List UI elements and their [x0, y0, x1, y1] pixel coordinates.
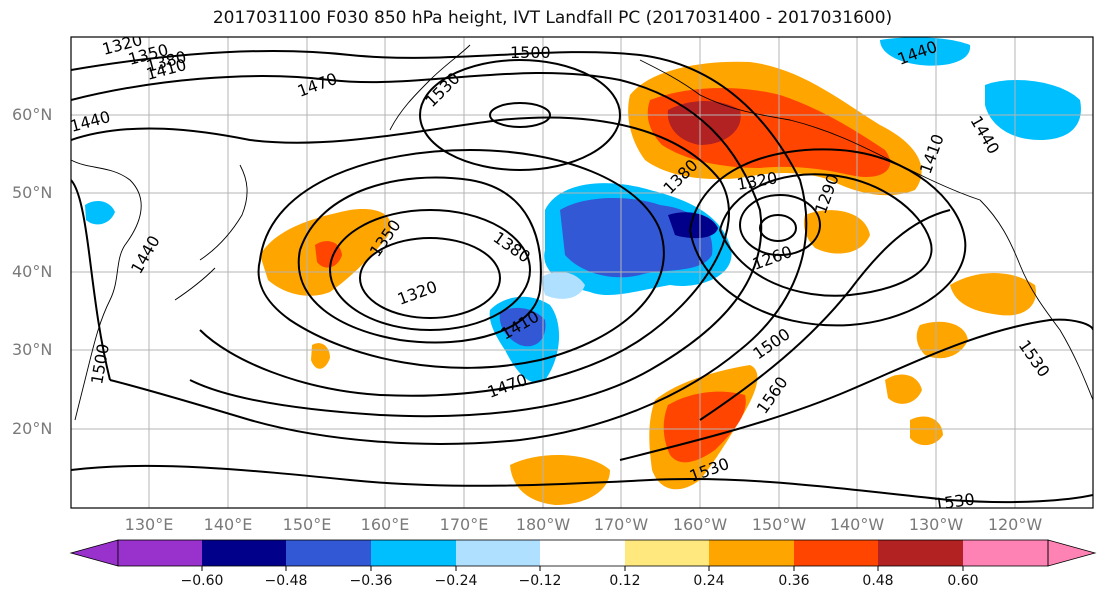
colorbar-extend-high	[1047, 539, 1097, 567]
lon-label: 180°W	[515, 515, 571, 534]
colorbar-tick-label: −0.24	[434, 573, 478, 589]
colorbar-tick-label: 0.60	[947, 573, 979, 589]
colorbar-extend-low	[69, 539, 119, 567]
east-asia-coast	[71, 159, 142, 421]
contour-1500	[71, 49, 808, 445]
contour-label: 1530	[421, 69, 463, 111]
colorbar-segment	[371, 540, 456, 566]
contour-1560-high	[489, 102, 551, 128]
contour-label: 1320	[395, 277, 440, 309]
negative-anomaly-core	[668, 212, 718, 239]
height-contours	[71, 49, 1093, 504]
lon-label: 160°W	[672, 515, 728, 534]
negative-anomaly-region	[540, 271, 585, 299]
lon-label: 160°E	[360, 515, 410, 534]
lon-label: 150°E	[282, 515, 332, 534]
colorbar-tick-label: −0.48	[264, 573, 308, 589]
contour-label: 1260	[750, 242, 795, 274]
contour-1380	[297, 176, 542, 344]
positive-anomaly-region	[803, 210, 870, 254]
negative-anomaly-region	[880, 37, 971, 66]
contour-label: 1290	[811, 172, 843, 217]
contour-1530-subtropical	[619, 318, 1093, 461]
coastlines	[71, 44, 1093, 421]
colorbar-segment	[286, 540, 371, 566]
colorbar-segment	[878, 540, 963, 566]
contour-1470	[71, 71, 763, 418]
colorbar-segment	[202, 540, 286, 566]
contour-1410	[257, 148, 665, 369]
negative-anomaly-region	[85, 200, 115, 225]
colorbar	[69, 539, 1097, 571]
lat-label: 60°N	[12, 105, 53, 124]
contour-1290	[739, 194, 821, 256]
negative-anomaly-region	[499, 307, 546, 347]
colorbar-tick-label: −0.60	[180, 573, 224, 589]
lon-label: 170°E	[439, 515, 489, 534]
positive-anomaly-region	[510, 454, 610, 505]
north-america-coast	[979, 199, 1093, 401]
positive-anomaly-region	[663, 391, 746, 463]
contour-1530-south	[71, 464, 1093, 504]
colorbar-segment	[963, 540, 1048, 566]
contour-label: 1530	[933, 489, 976, 513]
lat-label: 30°N	[12, 340, 53, 359]
lon-label: 140°W	[829, 515, 885, 534]
map-frame	[70, 36, 1094, 509]
positive-anomaly-region	[311, 343, 330, 369]
colorbar-segment	[709, 540, 794, 566]
contour-1350-low	[329, 209, 531, 331]
lon-label: 130°W	[908, 515, 964, 534]
positive-anomaly-region	[950, 272, 1036, 316]
lon-label: 140°E	[203, 515, 253, 534]
contour-1320	[718, 173, 933, 297]
lat-label: 50°N	[12, 183, 53, 202]
colorbar-segment	[456, 540, 540, 566]
colorbar-tick-label: −0.36	[349, 573, 393, 589]
lat-label: 40°N	[12, 262, 53, 281]
plot-title: 2017031100 F030 850 hPa height, IVT Land…	[212, 8, 893, 28]
colorbar-tick-label: 0.12	[609, 573, 641, 589]
contour-label: 1380	[490, 228, 534, 267]
contour-1500-west	[71, 179, 111, 381]
positive-anomaly-region	[885, 374, 922, 404]
contour-label: 1440	[127, 232, 164, 277]
colorbar-tick-label: 0.48	[862, 573, 894, 589]
colorbar-tick-label: 0.24	[693, 573, 725, 589]
contour-1260	[759, 214, 797, 242]
lon-label: 150°W	[751, 515, 807, 534]
colorbar-segment	[625, 540, 709, 566]
colorbar-segment	[540, 540, 625, 566]
contour-1530-high	[419, 59, 621, 171]
contour-label: 1470	[485, 370, 530, 402]
ivt-shading	[85, 37, 1081, 505]
japan-coast	[174, 164, 248, 301]
lon-label: 120°W	[987, 515, 1043, 534]
positive-anomaly-region	[910, 416, 943, 446]
positive-anomaly-region	[916, 321, 968, 359]
colorbar-frame	[117, 539, 1049, 567]
positive-anomaly-core	[315, 241, 342, 268]
contour-label: 1500	[510, 43, 551, 62]
colorbar-segment	[118, 540, 202, 566]
lat-label: 20°N	[12, 419, 53, 438]
lon-label: 170°W	[593, 515, 649, 534]
contour-label: 1530	[1015, 336, 1054, 380]
lon-label: 130°E	[124, 515, 174, 534]
contour-1350	[688, 148, 967, 327]
contour-label: 1410	[916, 132, 948, 177]
colorbar-segment	[794, 540, 878, 566]
contour-label: 1500	[749, 324, 793, 363]
colorbar-tick-label: 0.36	[778, 573, 810, 589]
contour-label: 1470	[295, 69, 340, 101]
negative-anomaly-region	[985, 80, 1081, 140]
contour-label: 1560	[753, 373, 792, 417]
colorbar-tick-label: −0.12	[518, 573, 562, 589]
contour-1320-low	[359, 237, 501, 319]
alaska-coast	[639, 59, 981, 201]
